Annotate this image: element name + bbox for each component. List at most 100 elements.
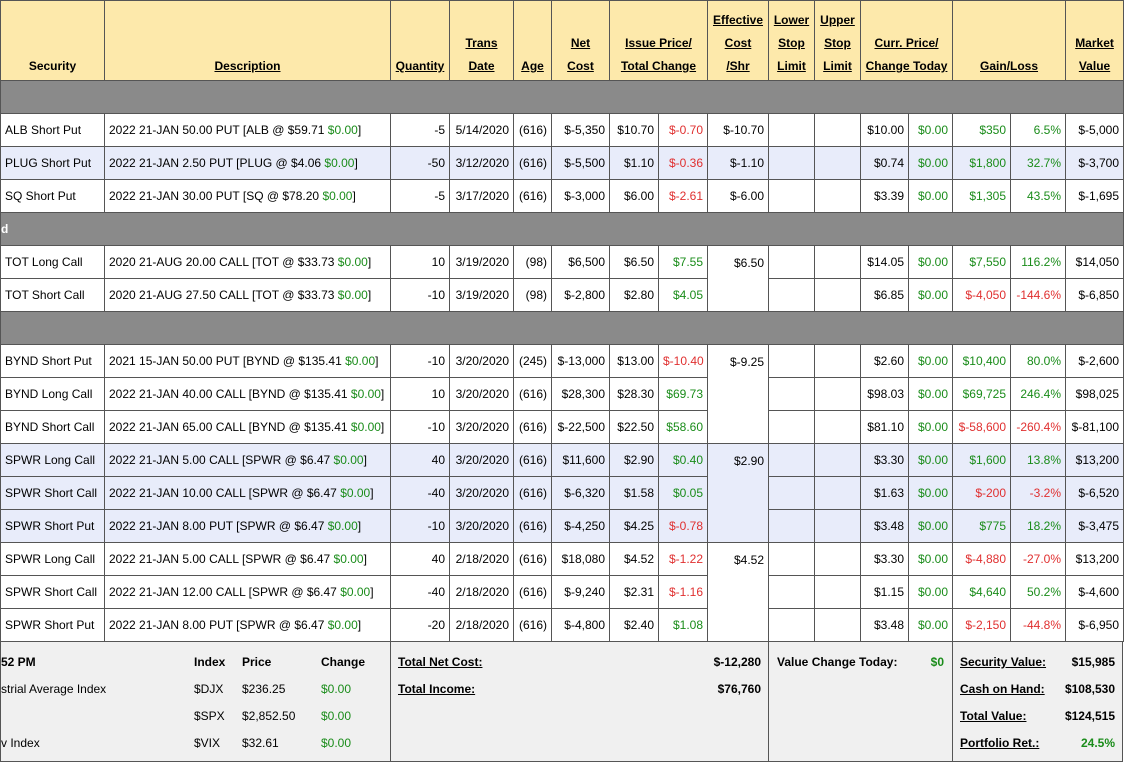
divider bbox=[952, 642, 953, 761]
upper-stop-cell bbox=[814, 113, 861, 147]
group-row bbox=[0, 311, 1125, 345]
age-cell: (616) bbox=[513, 377, 552, 411]
index-header: Price bbox=[242, 655, 272, 669]
position-row: SPWR Short Call 2022 21-JAN 12.00 CALL [S… bbox=[0, 575, 1125, 609]
header-cell: Upper Stop Limit bbox=[814, 0, 861, 81]
total-change-cell: $69.73 bbox=[658, 377, 708, 411]
group-cell bbox=[0, 311, 1125, 345]
age-cell: (616) bbox=[513, 476, 552, 510]
gain-pct-cell: 50.2% bbox=[1010, 575, 1067, 609]
header-text: Gain/Loss bbox=[980, 59, 1039, 73]
curr-price-cell: $1.15 bbox=[860, 575, 909, 609]
date-cell: 3/20/2020 bbox=[449, 476, 514, 510]
header-text: Total Change bbox=[620, 59, 697, 73]
description-close: ] bbox=[380, 420, 385, 434]
position-row: ALB Short Put 2022 21-JAN 50.00 PUT [ALB … bbox=[0, 113, 1125, 147]
net-cost-cell: $-2,800 bbox=[551, 278, 610, 312]
summary-value: $124,515 bbox=[1064, 709, 1115, 723]
header-text: Limit bbox=[777, 59, 806, 73]
change-today-cell: $0.00 bbox=[907, 608, 954, 642]
header-text: Curr. Price/ bbox=[874, 36, 939, 50]
lower-stop-cell bbox=[768, 410, 815, 444]
security-cell: SPWR Short Put bbox=[0, 608, 105, 642]
security-cell: BYND Short Put bbox=[0, 344, 105, 378]
divider bbox=[768, 642, 769, 761]
issue-price-cell: $4.52 bbox=[609, 542, 659, 576]
market-value-cell: $-6,850 bbox=[1065, 278, 1125, 312]
upper-stop-cell bbox=[814, 344, 861, 378]
qty-cell: -40 bbox=[390, 476, 450, 510]
qty-cell: 40 bbox=[390, 542, 450, 576]
date-cell: 3/20/2020 bbox=[449, 377, 514, 411]
summary-label: Security Value: bbox=[960, 655, 1047, 669]
curr-price-cell: $1.63 bbox=[860, 476, 909, 510]
underlying-change: $0.00 bbox=[345, 354, 376, 368]
underlying-change: $0.00 bbox=[333, 552, 364, 566]
total-label: Total Net Cost: bbox=[398, 655, 483, 669]
header-text: Quantity bbox=[395, 59, 445, 73]
gain-pct-cell: -27.0% bbox=[1010, 542, 1067, 576]
gain-pct-cell: -44.8% bbox=[1010, 608, 1067, 642]
header-cell: Description bbox=[104, 0, 391, 81]
group-cell bbox=[0, 80, 1125, 114]
market-value-cell: $-5,000 bbox=[1065, 113, 1125, 147]
eff-cost-cell: $6.50 bbox=[707, 245, 769, 312]
market-value-cell: $98,025 bbox=[1065, 377, 1125, 411]
qty-cell: -40 bbox=[390, 575, 450, 609]
index-symbol: $DJX bbox=[194, 682, 224, 696]
date-cell: 3/20/2020 bbox=[449, 410, 514, 444]
total-change-cell: $-0.36 bbox=[658, 146, 708, 180]
underlying-change: $0.00 bbox=[324, 156, 355, 170]
description-cell: 2022 21-JAN 10.00 CALL [SPWR @ $6.47 $0.… bbox=[104, 476, 391, 510]
description-text: 2022 21-JAN 12.00 CALL [SPWR @ $6.47 bbox=[109, 585, 337, 599]
summary-value: 24.5% bbox=[1080, 736, 1115, 750]
market-value-cell: $-81,100 bbox=[1065, 410, 1125, 444]
market-value-cell: $-4,600 bbox=[1065, 575, 1125, 609]
upper-stop-cell bbox=[814, 509, 861, 543]
gain-pct-cell: 32.7% bbox=[1010, 146, 1067, 180]
age-cell: (245) bbox=[513, 344, 552, 378]
security-cell: TOT Short Call bbox=[0, 278, 105, 312]
header-text: Lower bbox=[773, 13, 810, 27]
market-value-cell: $-2,600 bbox=[1065, 344, 1125, 378]
total-change-cell: $-1.22 bbox=[658, 542, 708, 576]
time: 52 PM bbox=[1, 655, 36, 669]
description-text: 2022 21-JAN 30.00 PUT [SQ @ $78.20 bbox=[109, 189, 320, 203]
value-change: $0 bbox=[930, 655, 944, 669]
date-cell: 3/20/2020 bbox=[449, 443, 514, 477]
position-row: PLUG Short Put 2022 21-JAN 2.50 PUT [PLUG… bbox=[0, 146, 1125, 180]
header-text: Stop bbox=[824, 36, 851, 50]
change-today-cell: $0.00 bbox=[907, 245, 954, 279]
security-cell: SPWR Long Call bbox=[0, 542, 105, 576]
description-cell: 2022 21-JAN 12.00 CALL [SPWR @ $6.47 $0.… bbox=[104, 575, 391, 609]
header-text: Value bbox=[1078, 59, 1111, 73]
curr-price-cell: $6.85 bbox=[860, 278, 909, 312]
net-cost-cell: $18,080 bbox=[551, 542, 610, 576]
total-change-cell: $1.08 bbox=[658, 608, 708, 642]
lower-stop-cell bbox=[768, 146, 815, 180]
change-today-cell: $0.00 bbox=[907, 575, 954, 609]
date-cell: 2/18/2020 bbox=[449, 608, 514, 642]
description-close: ] bbox=[357, 123, 362, 137]
header-text: Cost bbox=[724, 36, 752, 50]
net-cost-cell: $-4,800 bbox=[551, 608, 610, 642]
underlying-change: $0.00 bbox=[340, 486, 371, 500]
upper-stop-cell bbox=[814, 608, 861, 642]
description-text: 2022 21-JAN 5.00 CALL [SPWR @ $6.47 bbox=[109, 552, 331, 566]
header-cell: Age bbox=[513, 0, 552, 81]
gain-cell: $-4,880 bbox=[952, 542, 1012, 576]
eff-cost-cell: $4.52 bbox=[707, 542, 769, 642]
market-value-cell: $13,200 bbox=[1065, 542, 1125, 576]
header-text: Cost bbox=[567, 59, 594, 73]
position-row: TOT Short Call 2020 21-AUG 27.50 CALL [TO… bbox=[0, 278, 1125, 312]
gain-pct-cell: 80.0% bbox=[1010, 344, 1067, 378]
lower-stop-cell bbox=[768, 608, 815, 642]
age-cell: (616) bbox=[513, 608, 552, 642]
age-cell: (616) bbox=[513, 575, 552, 609]
summary-value: $108,530 bbox=[1064, 682, 1115, 696]
gain-pct-cell: 116.2% bbox=[1010, 245, 1067, 279]
index-symbol: $VIX bbox=[194, 736, 221, 750]
security-cell: SPWR Short Put bbox=[0, 509, 105, 543]
position-row: SPWR Short Put 2022 21-JAN 8.00 PUT [SPWR… bbox=[0, 608, 1125, 642]
description-close: ] bbox=[375, 354, 379, 368]
